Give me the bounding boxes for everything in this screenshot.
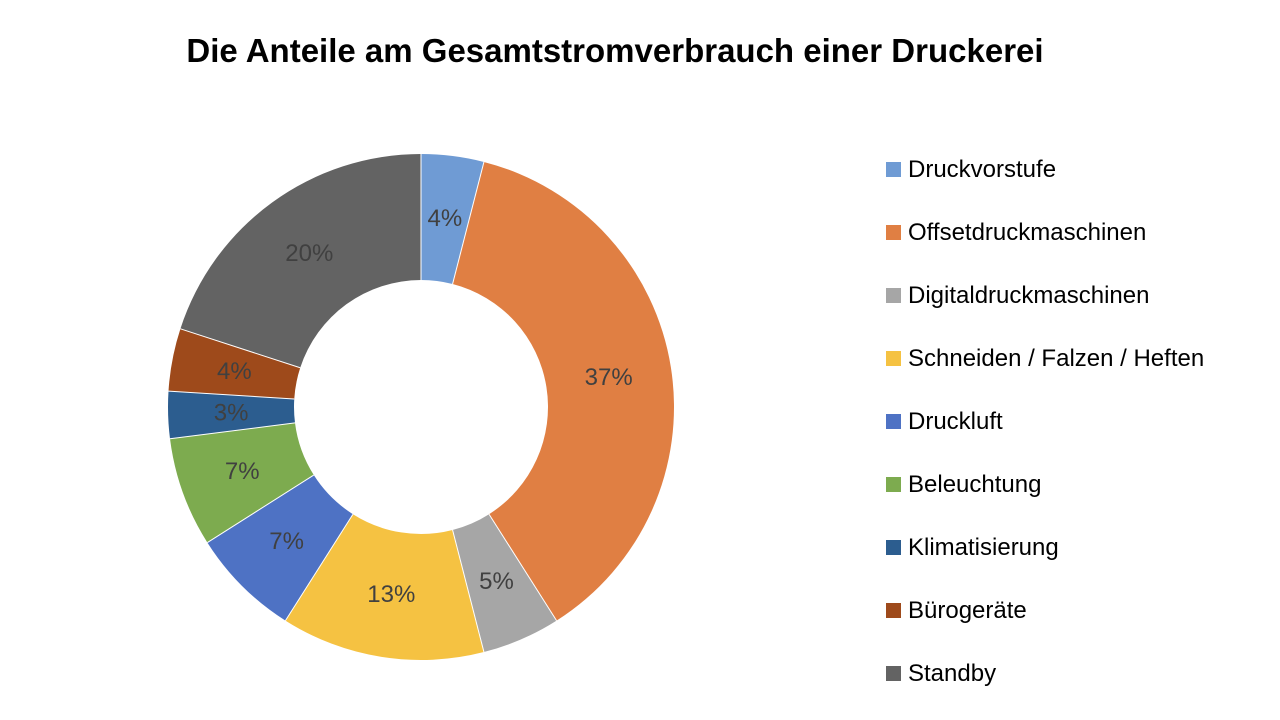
legend-item: Klimatisierung — [886, 516, 1204, 579]
donut-slice — [180, 154, 421, 368]
slice-data-label: 4% — [427, 205, 462, 232]
legend-swatch — [886, 540, 901, 555]
legend-item: Bürogeräte — [886, 579, 1204, 642]
legend-item: Digitaldruckmaschinen — [886, 264, 1204, 327]
legend-item: Offsetdruckmaschinen — [886, 201, 1204, 264]
legend-label: Druckluft — [908, 407, 1003, 435]
legend-item: Standby — [886, 642, 1204, 705]
donut-slice — [169, 422, 314, 543]
donut-slice — [168, 328, 301, 400]
slice-separator — [452, 529, 485, 653]
chart-legend: Druckvorstufe Offsetdruckmaschinen Digital… — [886, 138, 1204, 705]
donut-slice — [452, 161, 675, 621]
legend-label: Standby — [908, 659, 997, 687]
donut-slice — [285, 514, 484, 661]
donut-chart: 4% 37% 5% 13% 7% 7% 3% 4% 20% — [168, 154, 675, 661]
slice-data-label: 3% — [214, 399, 249, 426]
legend-swatch — [886, 603, 901, 618]
slice-data-label: 7% — [225, 458, 260, 485]
legend-label: Beleuchtung — [908, 470, 1042, 498]
donut-slice — [421, 154, 484, 284]
slice-separator — [168, 390, 295, 400]
slice-separator — [169, 422, 296, 440]
slice-data-label: 4% — [217, 358, 252, 385]
donut-slice — [452, 514, 557, 653]
legend-label: Bürogeräte — [908, 596, 1027, 624]
donut-slice — [207, 475, 353, 621]
slice-separator — [488, 513, 557, 621]
legend-swatch — [886, 225, 901, 240]
chart-title: Die Anteile am Gesamtstromverbrauch eine… — [186, 32, 1044, 69]
slice-separator — [285, 513, 354, 621]
slice-data-label: 13% — [367, 581, 415, 608]
legend-swatch — [886, 288, 901, 303]
legend-swatch — [886, 666, 901, 681]
slice-separator — [180, 328, 301, 369]
legend-item: Beleuchtung — [886, 453, 1204, 516]
legend-swatch — [886, 351, 901, 366]
slice-data-label: 7% — [269, 528, 304, 555]
legend-label: Digitaldruckmaschinen — [908, 281, 1150, 309]
legend-label: Druckvorstufe — [908, 155, 1057, 183]
slice-data-label: 20% — [285, 240, 333, 267]
legend-item: Schneiden / Falzen / Heften — [886, 327, 1204, 390]
slice-data-label: 37% — [585, 364, 633, 391]
legend-swatch — [886, 414, 901, 429]
legend-item: Druckluft — [886, 390, 1204, 453]
legend-label: Klimatisierung — [908, 533, 1059, 561]
legend-label: Offsetdruckmaschinen — [908, 218, 1147, 246]
legend-swatch — [886, 162, 901, 177]
slice-separator — [207, 474, 315, 543]
slice-data-label: 5% — [479, 568, 514, 595]
legend-item: Druckvorstufe — [886, 138, 1204, 201]
slice-separator — [452, 161, 485, 285]
legend-swatch — [886, 477, 901, 492]
legend-label: Schneiden / Falzen / Heften — [908, 344, 1205, 372]
